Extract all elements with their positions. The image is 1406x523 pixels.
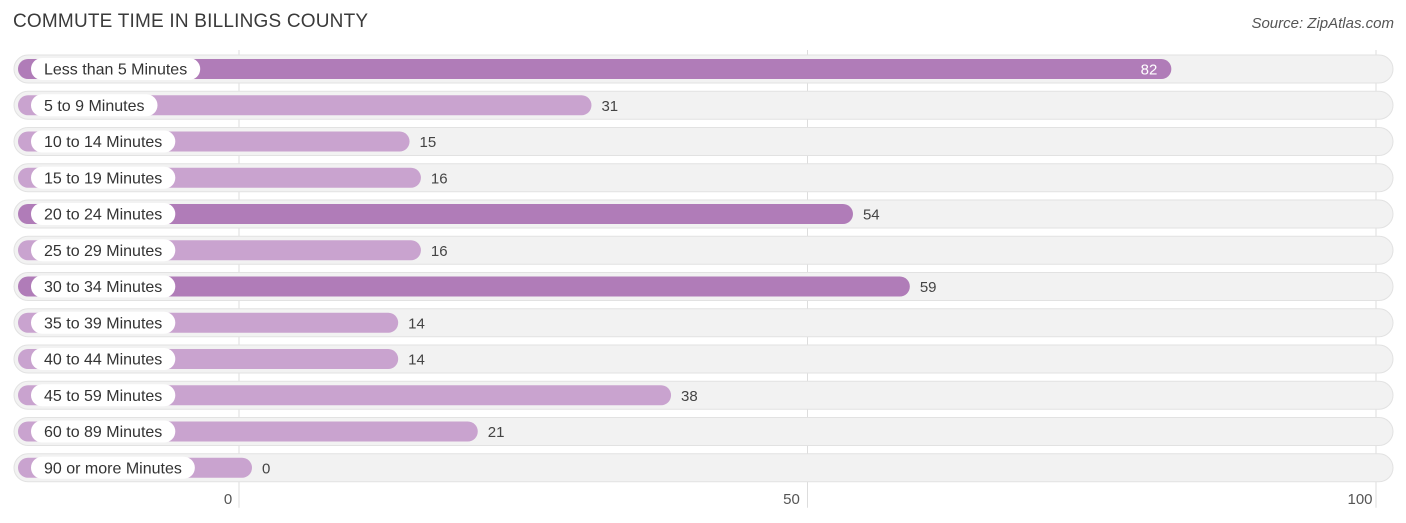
value-label: 38 bbox=[681, 388, 698, 405]
category-pill bbox=[31, 275, 176, 298]
x-tick-label: 0 bbox=[224, 491, 232, 508]
category-pill bbox=[31, 130, 176, 153]
source-credit: Source: ZipAtlas.com bbox=[1251, 15, 1394, 32]
value-label: 0 bbox=[262, 460, 270, 477]
bar bbox=[18, 204, 853, 224]
bar-row: 10 to 14 Minutes 15 bbox=[13, 127, 1394, 156]
value-label: 14 bbox=[408, 315, 425, 332]
chart-title: COMMUTE TIME IN BILLINGS COUNTY bbox=[13, 11, 369, 32]
category-label: 15 to 19 Minutes bbox=[44, 170, 162, 187]
category-label: 40 to 44 Minutes bbox=[44, 352, 162, 369]
category-pill bbox=[31, 239, 176, 262]
category-label: 35 to 39 Minutes bbox=[44, 315, 162, 332]
bar-row: 30 to 34 Minutes 59 bbox=[13, 272, 1394, 301]
value-label: 31 bbox=[601, 98, 618, 115]
bar bbox=[18, 276, 910, 297]
x-axis: 0 50 100 bbox=[224, 491, 1373, 508]
bar-row: 25 to 29 Minutes 16 bbox=[13, 235, 1394, 265]
value-label: 15 bbox=[420, 134, 437, 151]
category-label: 10 to 14 Minutes bbox=[44, 134, 162, 151]
x-tick-label: 100 bbox=[1347, 491, 1372, 508]
bar-row: 40 to 44 Minutes 14 bbox=[13, 344, 1394, 374]
value-label: 16 bbox=[431, 243, 448, 260]
category-pill bbox=[31, 456, 195, 479]
category-label: 5 to 9 Minutes bbox=[44, 98, 145, 115]
bar-row: 45 to 59 Minutes 38 bbox=[13, 380, 1394, 410]
category-label: 60 to 89 Minutes bbox=[44, 424, 162, 441]
category-label: 45 to 59 Minutes bbox=[44, 388, 162, 405]
category-label: 90 or more Minutes bbox=[44, 460, 182, 477]
value-label: 21 bbox=[488, 424, 505, 441]
category-pill bbox=[31, 58, 201, 80]
value-label: 14 bbox=[408, 352, 425, 369]
bar-row: 60 to 89 Minutes 21 bbox=[13, 417, 1394, 446]
category-pill bbox=[31, 348, 176, 370]
bar bbox=[18, 59, 1172, 79]
category-label: 25 to 29 Minutes bbox=[44, 243, 162, 260]
category-pill bbox=[31, 384, 176, 407]
bar-row: 35 to 39 Minutes 14 bbox=[13, 308, 1394, 338]
bar-row: 5 to 9 Minutes 31 bbox=[13, 90, 1394, 120]
category-pill bbox=[31, 94, 158, 117]
bar bbox=[18, 95, 592, 116]
category-pill bbox=[31, 311, 176, 334]
value-label: 54 bbox=[863, 207, 880, 224]
category-label: 30 to 34 Minutes bbox=[44, 279, 162, 296]
category-pill bbox=[31, 166, 176, 189]
bar-row: 20 to 24 Minutes 54 bbox=[13, 199, 1394, 229]
category-pill bbox=[31, 203, 176, 225]
bar-row: Less than 5 Minutes 82 bbox=[13, 54, 1394, 84]
value-label: 16 bbox=[431, 170, 448, 187]
bar bbox=[18, 385, 672, 406]
category-label: 20 to 24 Minutes bbox=[44, 207, 162, 224]
category-pill bbox=[31, 420, 176, 443]
bar-row: 90 or more Minutes 0 bbox=[13, 453, 1394, 483]
value-label: 82 bbox=[1141, 62, 1158, 79]
value-label: 59 bbox=[920, 279, 937, 296]
bar-track bbox=[13, 453, 1394, 483]
x-tick-label: 50 bbox=[783, 491, 800, 508]
bar-row: 15 to 19 Minutes 16 bbox=[13, 163, 1394, 193]
rows-layer: Less than 5 Minutes 82 5 to 9 Minutes 31 10 … bbox=[13, 54, 1394, 483]
category-label: Less than 5 Minutes bbox=[44, 62, 187, 79]
